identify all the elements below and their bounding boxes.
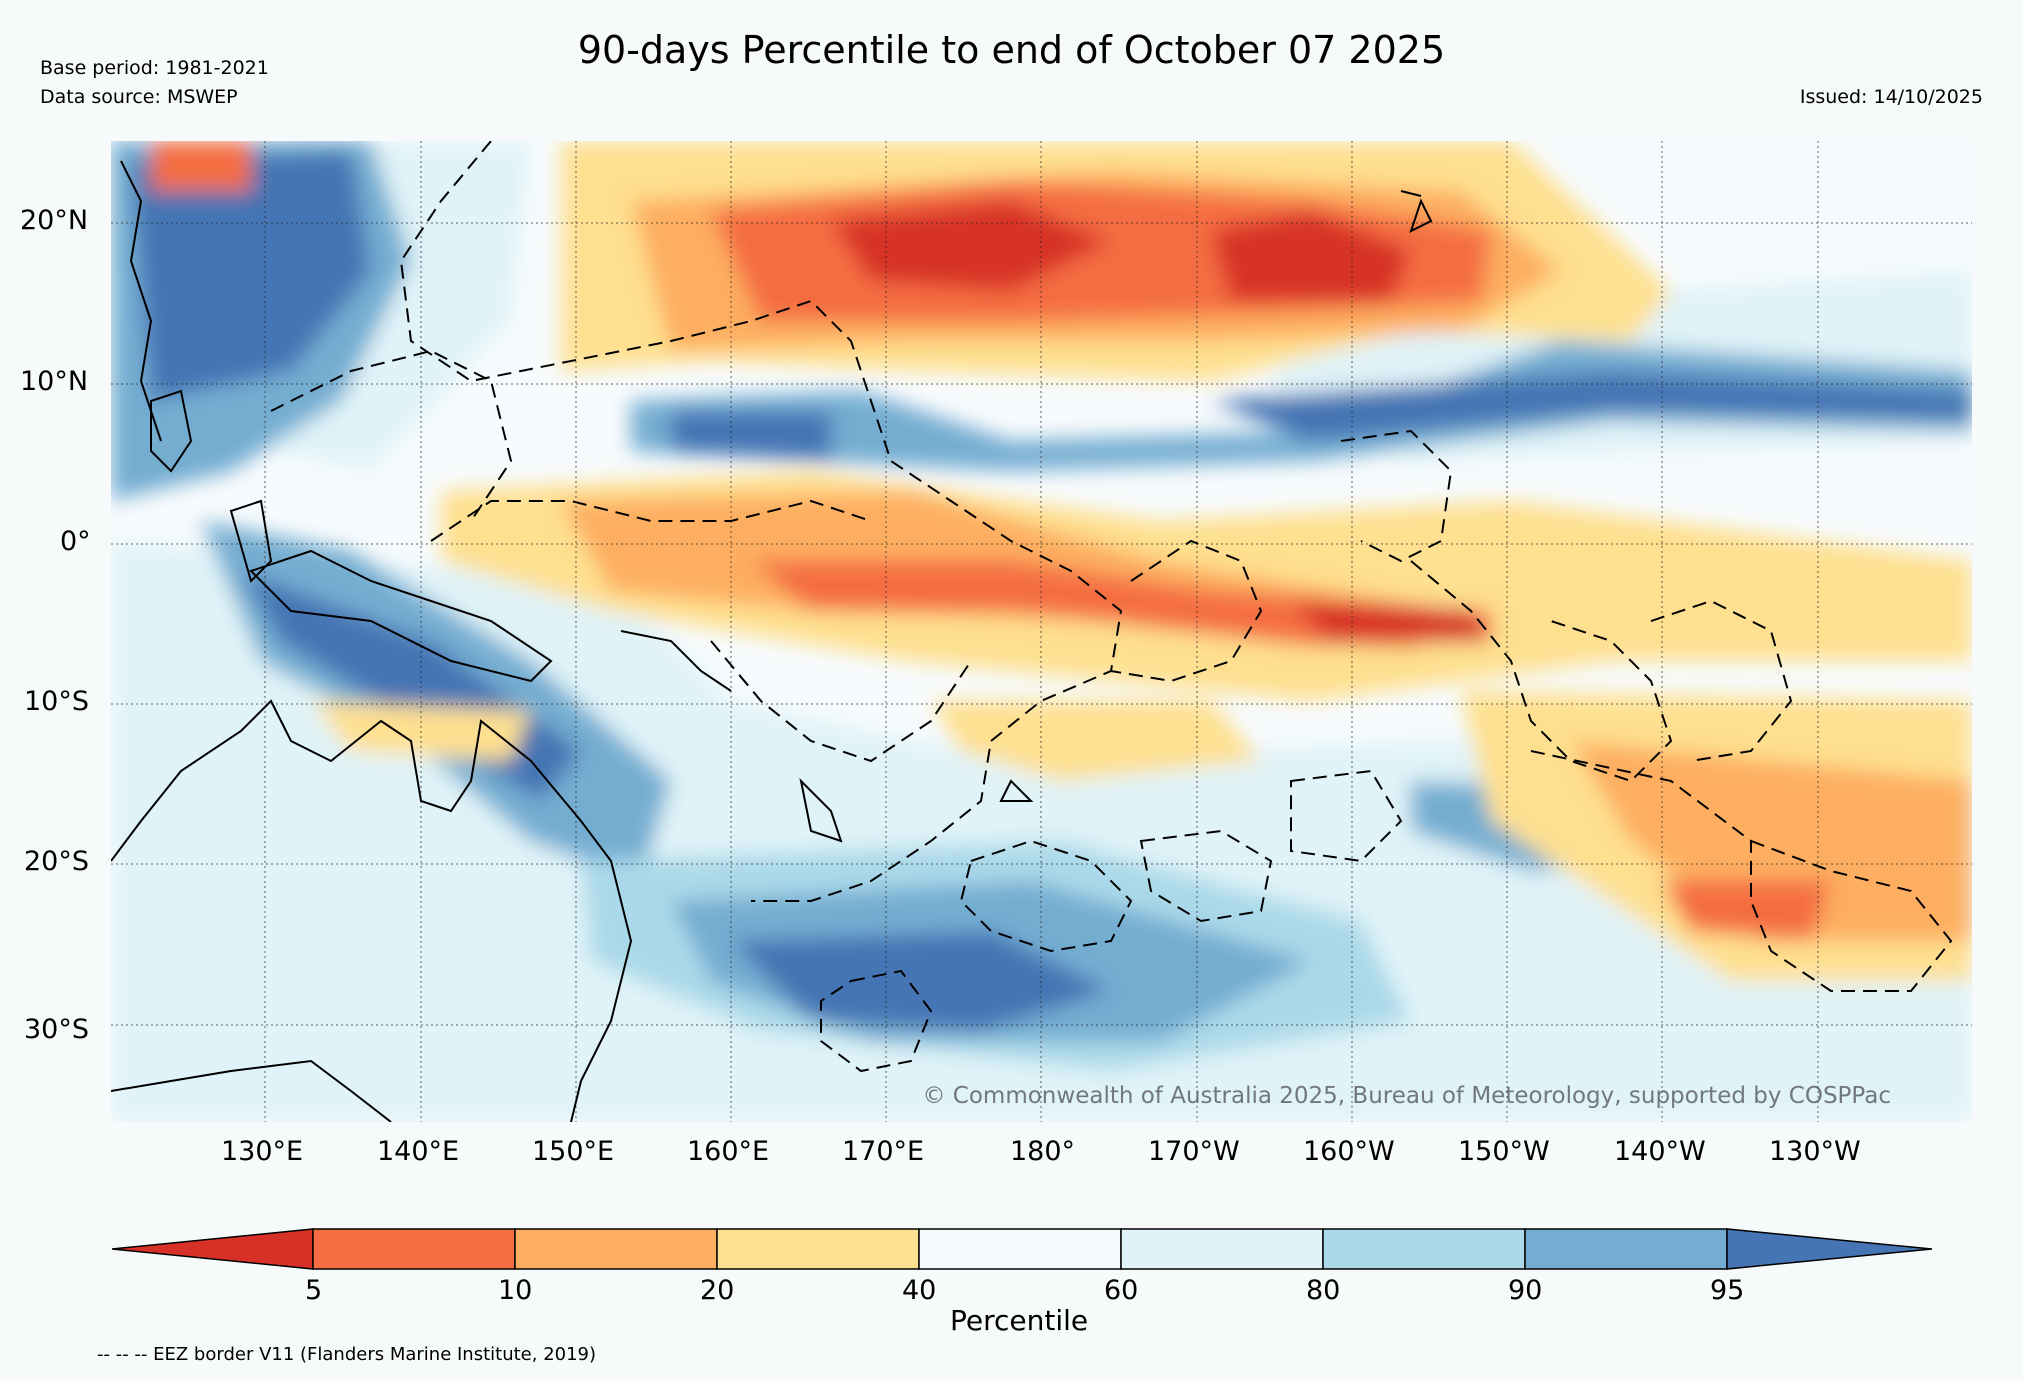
- lat-tick-equator: 0°: [60, 526, 91, 557]
- data-source-label: Data source: MSWEP: [40, 86, 238, 108]
- lon-tick-150e: 150°E: [532, 1136, 615, 1167]
- colorbar-5-10: [312, 1228, 516, 1270]
- colorbar-tick-5: 5: [305, 1275, 323, 1306]
- lat-tick-20n: 20°N: [20, 205, 89, 236]
- lon-tick-180: 180°: [1010, 1136, 1076, 1167]
- issued-date-label: Issued: 14/10/2025: [1799, 86, 1983, 108]
- lon-tick-170e: 170°E: [842, 1136, 925, 1167]
- colorbar-tick-20: 20: [700, 1275, 735, 1306]
- lon-tick-140w: 140°W: [1614, 1136, 1706, 1167]
- colorbar-above-95: [1726, 1228, 1933, 1270]
- copyright-watermark: © Commonwealth of Australia 2025, Bureau…: [922, 1083, 1891, 1109]
- lon-tick-160w: 160°W: [1303, 1136, 1395, 1167]
- coastlines: [111, 160, 1433, 1122]
- lon-tick-170w: 170°W: [1148, 1136, 1240, 1167]
- map-title: 90-days Percentile to end of October 07 …: [577, 28, 1446, 72]
- colorbar-40-60: [918, 1228, 1122, 1270]
- lon-tick-140e: 140°E: [377, 1136, 460, 1167]
- colorbar: [111, 1228, 1933, 1270]
- lat-tick-10s: 10°S: [24, 686, 89, 717]
- graticule: [111, 141, 1972, 1122]
- colorbar-60-80: [1120, 1228, 1324, 1270]
- colorbar-below-5: [111, 1228, 314, 1270]
- colorbar-title: Percentile: [950, 1304, 1089, 1337]
- lat-tick-10n: 10°N: [20, 366, 89, 397]
- base-period-label: Base period: 1981-2021: [40, 57, 269, 79]
- percentile-map: © Commonwealth of Australia 2025, Bureau…: [111, 141, 1972, 1122]
- eez-borders: [270, 141, 1953, 1073]
- colorbar-tick-10: 10: [498, 1275, 533, 1306]
- colorbar-tick-80: 80: [1306, 1275, 1341, 1306]
- lon-tick-160e: 160°E: [687, 1136, 770, 1167]
- colorbar-tick-95: 95: [1710, 1275, 1745, 1306]
- lon-tick-130w: 130°W: [1769, 1136, 1861, 1167]
- colorbar-80-90: [1322, 1228, 1526, 1270]
- colorbar-20-40: [716, 1228, 920, 1270]
- colorbar-90-95: [1524, 1228, 1728, 1270]
- lon-tick-150w: 150°W: [1458, 1136, 1550, 1167]
- colorbar-10-20: [514, 1228, 718, 1270]
- lat-tick-20s: 20°S: [24, 846, 89, 877]
- lon-tick-130e: 130°E: [221, 1136, 304, 1167]
- lat-tick-30s: 30°S: [24, 1014, 89, 1045]
- colorbar-tick-90: 90: [1508, 1275, 1543, 1306]
- eez-footnote: -- -- -- EEZ border V11 (Flanders Marine…: [97, 1344, 597, 1365]
- colorbar-tick-40: 40: [902, 1275, 937, 1306]
- colorbar-tick-60: 60: [1104, 1275, 1139, 1306]
